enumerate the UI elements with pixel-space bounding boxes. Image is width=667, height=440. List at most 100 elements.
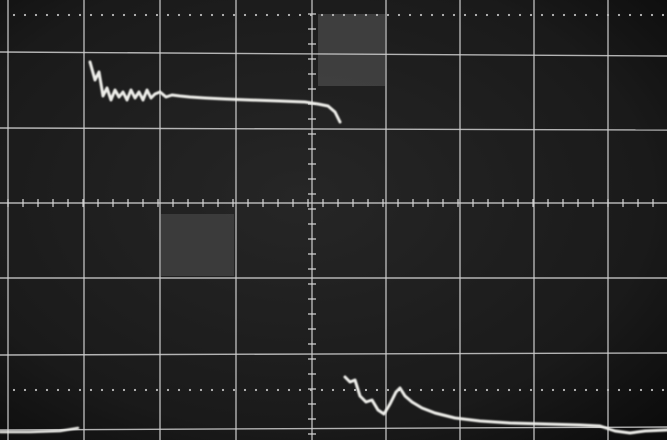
- dot: [320, 13, 324, 17]
- dot: [375, 388, 379, 392]
- dot: [34, 388, 38, 392]
- dot: [397, 13, 401, 17]
- dot: [276, 388, 280, 392]
- dot: [606, 13, 610, 17]
- dot: [12, 13, 16, 17]
- dot: [287, 13, 291, 17]
- dot: [386, 388, 390, 392]
- dot: [595, 388, 599, 392]
- dot: [540, 388, 544, 392]
- grid-line: [0, 426, 667, 431]
- traces: [0, 60, 667, 435]
- dot: [221, 388, 225, 392]
- dot: [45, 388, 49, 392]
- dot: [408, 13, 412, 17]
- dot: [133, 13, 137, 17]
- dot: [78, 388, 82, 392]
- dot: [221, 13, 225, 17]
- dot: [551, 13, 555, 17]
- dot: [56, 13, 60, 17]
- dot: [12, 388, 16, 392]
- dot: [573, 13, 577, 17]
- dot: [100, 13, 104, 17]
- dot: [188, 388, 192, 392]
- dot: [562, 388, 566, 392]
- dot: [463, 388, 467, 392]
- bright-patch: [161, 214, 234, 276]
- dot: [430, 388, 434, 392]
- dotted-rows: [12, 13, 665, 392]
- dot: [639, 13, 643, 17]
- bright-patch: [318, 14, 385, 86]
- dot: [507, 388, 511, 392]
- dot: [573, 388, 577, 392]
- dot: [419, 388, 423, 392]
- dot: [111, 388, 115, 392]
- dot: [166, 13, 170, 17]
- dot: [276, 13, 280, 17]
- dot: [331, 388, 335, 392]
- dot: [650, 13, 654, 17]
- dot: [342, 13, 346, 17]
- dot: [639, 388, 643, 392]
- dot: [529, 13, 533, 17]
- dot: [408, 388, 412, 392]
- dot: [331, 13, 335, 17]
- dot: [529, 388, 533, 392]
- dot: [375, 13, 379, 17]
- dot: [309, 13, 313, 17]
- dot: [463, 13, 467, 17]
- dot: [606, 388, 610, 392]
- dot: [353, 388, 357, 392]
- dot: [298, 13, 302, 17]
- dot: [496, 388, 500, 392]
- upper-trace: [88, 60, 342, 124]
- center-ticks: [7, 13, 654, 435]
- dot: [254, 13, 258, 17]
- dot: [23, 388, 27, 392]
- dot: [485, 388, 489, 392]
- dot: [89, 13, 93, 17]
- dot: [496, 13, 500, 17]
- dot: [287, 388, 291, 392]
- dot: [540, 13, 544, 17]
- dot: [67, 388, 71, 392]
- grid-line: [0, 51, 667, 57]
- dot: [485, 13, 489, 17]
- dot: [155, 388, 159, 392]
- dot: [111, 13, 115, 17]
- dot: [210, 388, 214, 392]
- dot: [452, 13, 456, 17]
- dot: [243, 388, 247, 392]
- dot: [254, 388, 258, 392]
- dot: [89, 388, 93, 392]
- dot: [507, 13, 511, 17]
- dot: [617, 13, 621, 17]
- dot: [210, 13, 214, 17]
- dot: [100, 388, 104, 392]
- dot: [386, 13, 390, 17]
- dot: [298, 388, 302, 392]
- dot: [122, 13, 126, 17]
- dot: [584, 388, 588, 392]
- dot: [364, 388, 368, 392]
- dot: [309, 388, 313, 392]
- dot: [199, 388, 203, 392]
- dot: [595, 13, 599, 17]
- dot: [661, 13, 665, 17]
- dot: [133, 388, 137, 392]
- dot: [419, 13, 423, 17]
- dot: [441, 388, 445, 392]
- dot: [265, 13, 269, 17]
- dot: [56, 388, 60, 392]
- dot: [155, 13, 159, 17]
- dot: [452, 388, 456, 392]
- dot: [342, 388, 346, 392]
- dot: [430, 13, 434, 17]
- dot: [562, 13, 566, 17]
- dot: [78, 13, 82, 17]
- lower-left-trace: [0, 426, 80, 434]
- dot: [232, 388, 236, 392]
